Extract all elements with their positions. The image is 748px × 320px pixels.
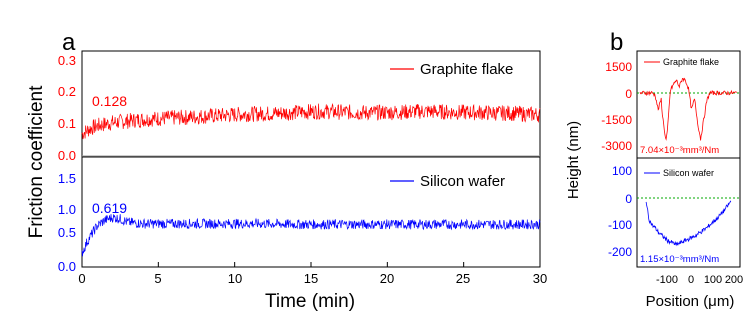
graphite-friction-annotation: 0.128 [92,93,127,109]
panel-b-xticks: -100 0 100 200 [656,274,743,286]
panel-b-xlabel: Position (μm) [646,293,735,310]
tick-label: 30 [533,271,547,286]
tick-label: 1500 [605,60,632,74]
panel-b-top-plot: 1500 0 -1500 -3000 Graphite flake 7.04×1… [601,50,741,159]
silicon-wear-rate: 1.15×10⁻³mm³/Nm [640,254,719,265]
tick-label: 20 [380,271,394,286]
panel-a-letter: a [62,29,76,56]
panel-a-top-yticks: 0.0 0.1 0.2 0.3 [58,53,76,163]
panel-a-top-plot: 0.0 0.1 0.2 0.3 Graphite flake 0.128 [58,50,541,163]
tick-label: -3000 [601,139,632,153]
panel-b-letter: b [610,29,623,56]
silicon-legend-label: Silicon wafer [420,173,505,190]
tick-label: 0.3 [58,53,76,68]
tick-label: 5 [154,271,161,286]
tick-label: 0 [625,192,632,206]
tick-label: -200 [608,245,632,259]
tick-label: 200 [725,274,743,286]
tick-label: 0.5 [58,225,76,240]
silicon-profile-legend-label: Silicon wafer [663,168,714,178]
tick-label: 15 [304,271,318,286]
panel-a: a Friction coefficient Time (min) 0.0 0.… [26,29,547,312]
panel-a-xticks: 0 5 10 15 20 25 30 [78,271,547,286]
tick-label: 0 [78,271,85,286]
tick-label: 10 [228,271,242,286]
panel-a-xlabel: Time (min) [265,291,355,312]
graphite-friction-line [81,103,541,140]
tick-label: 1.0 [58,202,76,217]
tick-label: 0 [625,87,632,101]
panel-b: b Height (nm) Position (μm) 1500 0 -1500… [565,29,743,310]
panel-b-ylabel: Height (nm) [565,121,582,199]
tick-label: 0.1 [58,116,76,131]
tick-label: 25 [456,271,470,286]
tick-label: 1.5 [58,171,76,186]
silicon-profile-line [645,200,732,247]
graphite-profile-line [639,77,738,141]
tick-label: -1500 [601,113,632,127]
graphite-profile-legend-label: Graphite flake [663,57,719,67]
tick-label: 0.0 [58,148,76,163]
graphite-legend-label: Graphite flake [420,61,513,78]
panel-a-ylabel: Friction coefficient [26,85,47,238]
panel-a-bottom-plot: 0.0 0.5 1.0 1.5 Silicon wafer 0.619 [58,156,541,274]
panel-b-top-frame [636,50,741,159]
silicon-friction-annotation: 0.619 [92,200,127,216]
tick-label: 0 [688,274,694,286]
graphite-wear-rate: 7.04×10⁻³mm³/Nm [640,145,719,156]
tick-label: 100 [704,274,722,286]
tick-label: 100 [612,164,632,178]
panel-b-bottom-frame [636,157,741,268]
tick-label: 0.0 [58,259,76,274]
tick-label: -100 [656,274,678,286]
panel-a-tick-marks [81,262,541,267]
panel-b-bottom-plot: 100 0 -100 -200 Silicon wafer 1.15×10⁻³m… [608,157,741,268]
tick-label: -100 [608,218,632,232]
silicon-friction-line [81,214,541,257]
tick-label: 0.2 [58,84,76,99]
